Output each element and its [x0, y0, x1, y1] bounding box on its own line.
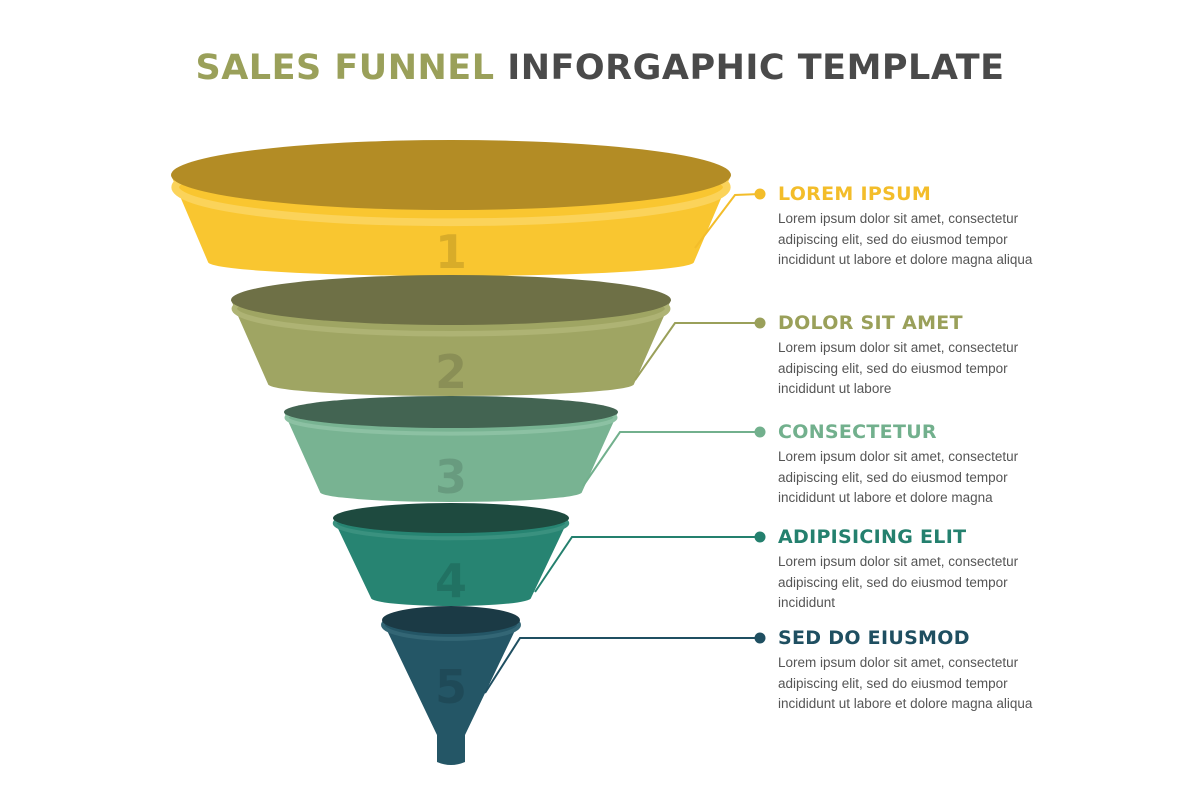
- funnel-top-3: [284, 396, 618, 428]
- stage-text-line: Lorem ipsum dolor sit amet, consectetur: [778, 340, 1019, 355]
- stage-text-line: adipiscing elit, sed do eiusmod tempor: [778, 469, 1008, 485]
- stage-text-line: incididunt ut labore et dolore magna: [778, 490, 993, 505]
- connector-line: [694, 193, 761, 249]
- stage-text: Lorem ipsum dolor sit amet, consectetur a…: [778, 338, 1078, 400]
- stage-number: 1: [435, 225, 467, 279]
- connector-dot: [754, 188, 766, 200]
- funnel-segment-5: [382, 620, 520, 765]
- stage-description-5: SED DO EIUSMOD Lorem ipsum dolor sit amet…: [778, 627, 1078, 715]
- stage-heading: DOLOR SIT AMET: [778, 312, 963, 334]
- funnel-top-4: [333, 503, 569, 533]
- stage-text-line: incididunt ut labore et dolore magna ali…: [778, 696, 1033, 711]
- title-highlight: SALES FUNNEL: [195, 48, 495, 88]
- stage-number: 2: [435, 345, 467, 399]
- funnel-top-2: [231, 275, 671, 325]
- stage-text-line: Lorem ipsum dolor sit amet, consectetur: [778, 449, 1019, 464]
- funnel-segment-3: [284, 412, 618, 502]
- stage-text: Lorem ipsum dolor sit amet, consectetur a…: [778, 552, 1078, 614]
- stage-description-1: LOREM IPSUM Lorem ipsum dolor sit amet, c…: [778, 183, 1078, 271]
- stage-heading: ADIPISICING ELIT: [778, 526, 967, 548]
- stage-text-line: incididunt ut labore et dolore magna ali…: [778, 252, 1033, 267]
- funnel-segment-2: [231, 300, 671, 396]
- funnel-top-1: [171, 140, 731, 210]
- stage-text-line: Lorem ipsum dolor sit amet, consectetur: [778, 554, 1019, 569]
- stage-text-line: Lorem ipsum dolor sit amet, consectetur: [778, 211, 1019, 226]
- connector-dot: [754, 317, 766, 329]
- stage-number: 5: [435, 660, 467, 714]
- connector-dot: [754, 531, 766, 543]
- connector-line: [534, 536, 760, 593]
- connector-line: [634, 322, 760, 381]
- stage-text-line: incididunt ut labore: [778, 381, 892, 396]
- stage-description-2: DOLOR SIT AMET Lorem ipsum dolor sit amet…: [778, 312, 1078, 400]
- stage-heading: CONSECTETUR: [778, 421, 937, 443]
- stage-heading: LOREM IPSUM: [778, 183, 932, 205]
- stage-number: 4: [435, 554, 467, 608]
- stage-text-line: adipiscing elit, sed do eiusmod tempor: [778, 675, 1008, 691]
- stage-text: Lorem ipsum dolor sit amet, consectetur a…: [778, 447, 1078, 509]
- stage-heading: SED DO EIUSMOD: [778, 627, 970, 649]
- funnel-segment-4: [333, 518, 569, 606]
- connector-dot: [754, 632, 766, 644]
- stage-text-line: incididunt: [778, 595, 836, 610]
- stage-text-line: adipiscing elit, sed do eiusmod tempor: [778, 360, 1008, 376]
- connector-line: [582, 431, 760, 487]
- stage-description-4: ADIPISICING ELIT Lorem ipsum dolor sit am…: [778, 526, 1078, 614]
- connector-line: [484, 637, 760, 694]
- page-title: SALES FUNNEL INFORGAPHIC TEMPLATE: [0, 48, 1200, 88]
- connector-dot: [754, 426, 766, 438]
- stage-text: Lorem ipsum dolor sit amet, consectetur a…: [778, 653, 1078, 715]
- stage-text: Lorem ipsum dolor sit amet, consectetur a…: [778, 209, 1078, 271]
- stage-description-3: CONSECTETUR Lorem ipsum dolor sit amet, c…: [778, 421, 1078, 509]
- stage-number: 3: [435, 450, 467, 504]
- stage-text-line: Lorem ipsum dolor sit amet, consectetur: [778, 655, 1019, 670]
- funnel-top-5: [382, 606, 520, 634]
- stage-text-line: adipiscing elit, sed do eiusmod tempor: [778, 574, 1008, 590]
- stage-text-line: adipiscing elit, sed do eiusmod tempor: [778, 231, 1008, 247]
- title-rest: INFORGAPHIC TEMPLATE: [507, 48, 1005, 88]
